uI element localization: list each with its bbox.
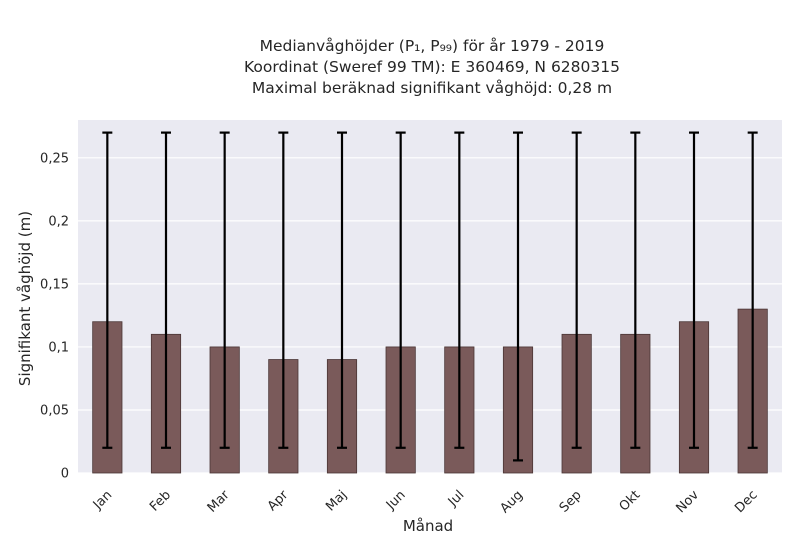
x-axis-label: Månad [403, 517, 453, 535]
y-tick-label: 0,2 [48, 214, 69, 229]
plot-area [78, 120, 782, 473]
chart-title: Medianvåghöjder (P₁, P₉₉) för år 1979 - … [244, 37, 620, 97]
x-tick-label: Jul [445, 488, 467, 510]
gridlines [78, 157, 782, 474]
x-tick-label: Feb [147, 488, 174, 515]
x-tick-label: Maj [323, 488, 350, 515]
y-tick-label: 0,25 [40, 151, 69, 166]
x-tick-label: Mar [205, 487, 233, 515]
x-tick-label: Dec [732, 488, 760, 516]
error-bars [102, 131, 758, 462]
x-tick-label: Jan [90, 488, 115, 513]
x-tick-label: Sep [557, 488, 585, 516]
chart-title-line: Medianvåghöjder (P₁, P₉₉) för år 1979 - … [260, 37, 605, 55]
chart-title-line: Maximal beräknad signifikant våghöjd: 0,… [252, 79, 612, 97]
x-tick-label: Nov [673, 487, 702, 516]
x-tick-label: Aug [497, 488, 526, 517]
y-tick-label: 0 [61, 467, 69, 482]
y-axis-ticks: 0 0,05 0,1 0,15 0,2 0,25 [40, 151, 69, 481]
x-axis-ticks: Jan Feb Mar Apr Maj Jun Jul Aug Sep Okt Nov Dec [90, 487, 761, 516]
y-tick-label: 0,05 [40, 403, 69, 418]
x-tick-label: Apr [265, 487, 292, 514]
y-axis-label: Signifikant våghöjd (m) [16, 211, 34, 386]
x-tick-label: Okt [617, 488, 644, 515]
y-tick-label: 0,1 [48, 340, 69, 355]
x-tick-label: Jun [383, 488, 409, 514]
y-tick-label: 0,15 [40, 277, 69, 292]
chart-title-line: Koordinat (Sweref 99 TM): E 360469, N 62… [244, 58, 620, 76]
